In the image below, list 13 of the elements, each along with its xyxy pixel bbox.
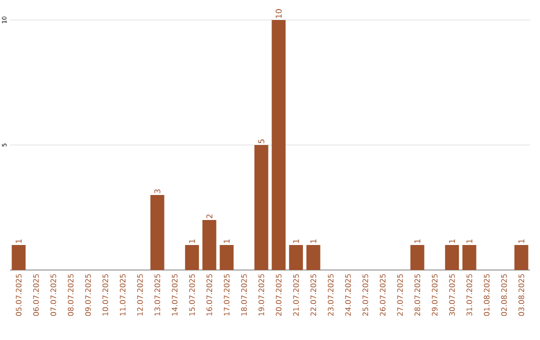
bar bbox=[272, 20, 286, 270]
bar bbox=[254, 145, 268, 270]
bar bbox=[445, 245, 459, 270]
bar bbox=[306, 245, 320, 270]
bar bbox=[150, 195, 164, 270]
bar bbox=[410, 245, 424, 270]
bar bbox=[220, 245, 234, 270]
bar bbox=[462, 245, 476, 270]
bar bbox=[514, 245, 528, 270]
bar bbox=[289, 245, 303, 270]
bar bbox=[202, 220, 216, 270]
bar bbox=[185, 245, 199, 270]
bar bbox=[12, 245, 26, 270]
